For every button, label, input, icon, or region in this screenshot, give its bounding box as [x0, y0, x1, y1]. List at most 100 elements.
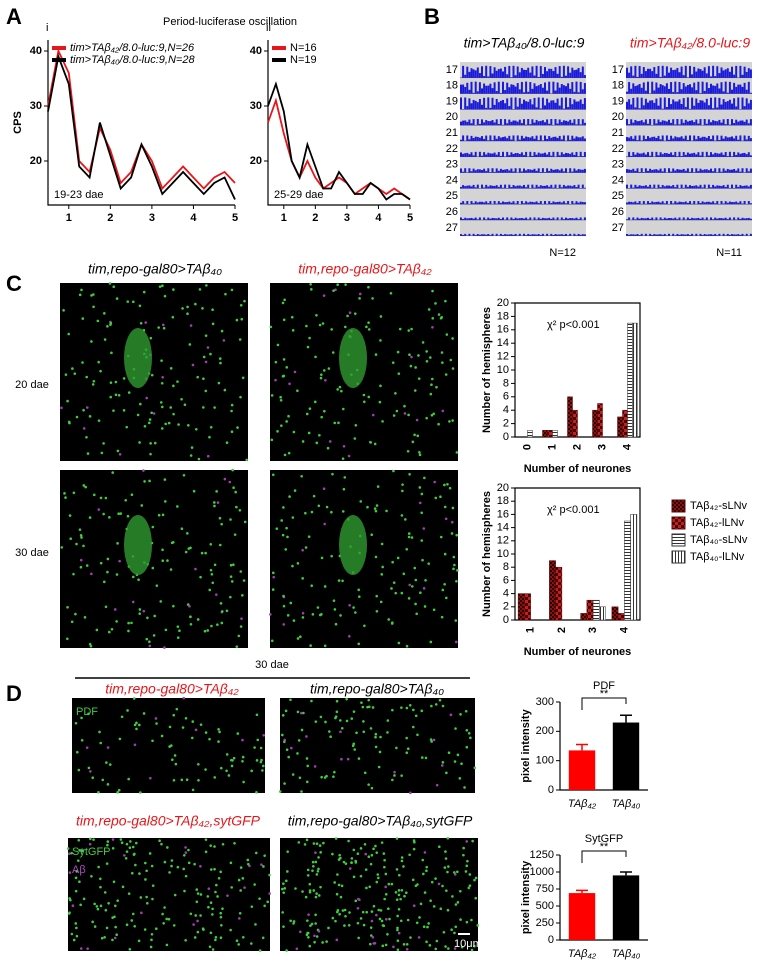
fluorescence	[216, 623, 219, 626]
fluorescence	[219, 936, 223, 940]
activity	[579, 169, 582, 173]
activity	[697, 68, 700, 78]
fluorescence	[406, 918, 410, 922]
fluorescence	[318, 323, 322, 327]
fluorescence	[331, 852, 334, 856]
fluorescence	[313, 765, 317, 768]
activity	[676, 67, 679, 78]
activity	[642, 152, 645, 157]
fluorescence	[353, 312, 357, 315]
activity	[508, 119, 511, 126]
activity	[529, 151, 532, 157]
fluorescence	[171, 758, 174, 761]
fluorescence	[415, 418, 419, 422]
fluorescence	[196, 930, 200, 934]
activity	[556, 234, 559, 236]
fluorescence	[312, 864, 315, 868]
activity	[668, 98, 670, 110]
activity	[644, 218, 647, 220]
activity	[583, 168, 586, 173]
activity	[743, 218, 746, 220]
activity	[724, 170, 727, 173]
activity	[737, 84, 740, 94]
fluorescence	[292, 619, 296, 622]
fluorescence	[448, 420, 451, 423]
fluorescence	[313, 934, 316, 938]
fluorescence	[75, 926, 78, 930]
activity	[533, 122, 536, 126]
activity	[546, 71, 549, 78]
y-tick-label: 100	[536, 755, 554, 767]
fluorescence	[322, 369, 326, 372]
fluorescence	[280, 424, 283, 427]
fluorescence	[131, 845, 135, 849]
activity	[520, 201, 523, 205]
fluorescence	[232, 486, 235, 490]
fluorescence	[382, 924, 386, 928]
activity	[577, 68, 580, 78]
activity	[632, 152, 635, 157]
fluorescence	[250, 905, 254, 908]
activity	[697, 186, 700, 189]
activity	[745, 154, 748, 157]
fluorescence	[358, 595, 361, 598]
activity	[571, 201, 574, 205]
activity	[670, 171, 673, 173]
bar	[612, 722, 640, 790]
activity	[682, 122, 685, 126]
fluorescence	[130, 871, 134, 875]
fluorescence	[89, 837, 92, 841]
fluorescence	[149, 452, 152, 456]
fluorescence	[303, 843, 307, 846]
day-label: 17	[446, 64, 458, 76]
fluorescence	[440, 351, 444, 354]
fluorescence	[400, 706, 403, 709]
activity	[701, 70, 704, 78]
fluorescence	[335, 699, 339, 703]
activity	[628, 169, 631, 173]
legend-label: TAβ₄₂-lLNv	[690, 517, 744, 529]
activity	[529, 82, 532, 94]
fluorescence	[88, 642, 92, 646]
fluorescence	[68, 514, 72, 517]
activity	[722, 218, 725, 220]
activity	[741, 233, 744, 236]
fluorescence	[243, 886, 246, 889]
fluorescence	[258, 897, 261, 900]
fluorescence	[230, 409, 233, 413]
activity	[493, 201, 496, 205]
activity	[628, 151, 631, 157]
fluorescence	[445, 889, 448, 892]
activity	[560, 187, 563, 189]
activity	[716, 107, 719, 110]
fluorescence	[317, 929, 321, 933]
activity	[649, 233, 652, 236]
activity	[548, 201, 551, 205]
activity	[693, 82, 696, 94]
activity	[747, 171, 750, 173]
activity	[628, 124, 631, 126]
fluorescence	[181, 307, 184, 310]
fluorescence	[72, 938, 76, 942]
activity	[747, 135, 750, 141]
activity	[691, 217, 694, 220]
activity	[674, 235, 677, 236]
activity	[682, 202, 685, 205]
activity	[460, 84, 462, 94]
fluorescence	[235, 645, 239, 648]
fluorescence	[443, 483, 446, 487]
fluorescence	[242, 579, 246, 582]
fluorescence	[89, 770, 92, 773]
activity	[691, 87, 694, 94]
fluorescence	[111, 838, 115, 841]
activity	[472, 92, 475, 94]
activity	[468, 168, 471, 173]
activity	[537, 97, 540, 110]
fluorescence	[371, 706, 375, 709]
fluorescence	[427, 922, 430, 925]
fluorescence	[444, 517, 448, 521]
activity	[550, 137, 553, 141]
activity	[512, 234, 515, 236]
activity	[523, 184, 525, 189]
